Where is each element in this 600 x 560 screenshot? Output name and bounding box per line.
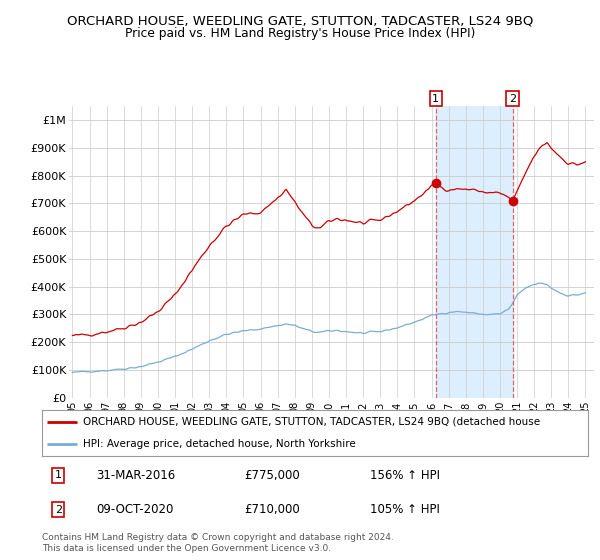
Text: 2: 2 [55,505,62,515]
Text: 105% ↑ HPI: 105% ↑ HPI [370,503,439,516]
Text: Contains HM Land Registry data © Crown copyright and database right 2024.
This d: Contains HM Land Registry data © Crown c… [42,533,394,553]
Text: 156% ↑ HPI: 156% ↑ HPI [370,469,440,482]
Text: £775,000: £775,000 [244,469,300,482]
Text: £710,000: £710,000 [244,503,300,516]
Text: 2: 2 [509,94,517,104]
Bar [436,106,513,398]
Text: 31-MAR-2016: 31-MAR-2016 [97,469,176,482]
Text: Price paid vs. HM Land Registry's House Price Index (HPI): Price paid vs. HM Land Registry's House … [125,27,475,40]
Text: 09-OCT-2020: 09-OCT-2020 [97,503,174,516]
Text: 1: 1 [433,94,439,104]
Text: HPI: Average price, detached house, North Yorkshire: HPI: Average price, detached house, Nort… [83,438,356,449]
Text: 1: 1 [55,470,62,480]
Text: ORCHARD HOUSE, WEEDLING GATE, STUTTON, TADCASTER, LS24 9BQ (detached house: ORCHARD HOUSE, WEEDLING GATE, STUTTON, T… [83,417,540,427]
Text: ORCHARD HOUSE, WEEDLING GATE, STUTTON, TADCASTER, LS24 9BQ: ORCHARD HOUSE, WEEDLING GATE, STUTTON, T… [67,14,533,27]
